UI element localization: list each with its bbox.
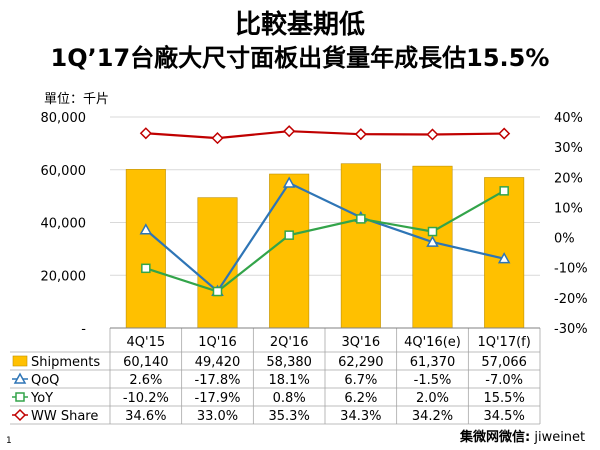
ww_share-point	[498, 127, 511, 140]
ww_share-point	[283, 125, 296, 138]
category-label: 1Q'16	[198, 335, 237, 350]
ww_share-point	[139, 127, 152, 140]
category-label: 2Q'16	[270, 335, 309, 350]
chart-title-line2: 1Q’17台廠大尺寸面板出貨量年成長估15.5%	[50, 44, 550, 72]
right-axis-tick-label: 20%	[554, 171, 583, 186]
data-label: -10.2%	[123, 391, 169, 406]
qoq-point	[497, 252, 511, 264]
ww_share-point	[354, 128, 367, 141]
legend-series-name: Shipments	[31, 355, 100, 370]
data-label: 6.2%	[344, 391, 377, 406]
category-label: 4Q'15	[127, 335, 166, 350]
data-label: 15.5%	[484, 391, 525, 406]
legend-series-name: WW Share	[31, 409, 98, 424]
data-label: 49,420	[195, 355, 241, 370]
data-label: 60,140	[123, 355, 169, 370]
shipments-bar	[197, 197, 238, 329]
data-label: -1.5%	[414, 373, 452, 388]
right-axis-tick-label: -10%	[554, 262, 588, 277]
ww_share-point	[211, 132, 224, 145]
category-label: 4Q'16(e)	[404, 335, 461, 350]
ww_share-line	[145, 130, 505, 140]
data-label: 2.0%	[416, 391, 449, 406]
data-label: 34.3%	[340, 409, 381, 424]
yoy-point	[356, 214, 366, 224]
data-label: 34.2%	[412, 409, 453, 424]
right-axis-tick-label: 30%	[554, 141, 583, 156]
page-number: 1	[6, 436, 12, 446]
left-axis-tick-label: 20,000	[41, 269, 87, 284]
right-axis-tick-label: 0%	[554, 232, 575, 247]
data-label: 57,066	[481, 355, 527, 370]
data-label: 62,290	[338, 355, 384, 370]
legend-key-marker	[15, 392, 25, 402]
data-label: 34.5%	[484, 409, 525, 424]
data-label: 18.1%	[269, 373, 310, 388]
data-label: 0.8%	[273, 391, 306, 406]
data-label: -17.9%	[195, 391, 241, 406]
yoy-line	[145, 189, 505, 293]
legend-key-marker	[13, 408, 27, 422]
footer-prefix: 集微网微信:	[460, 430, 531, 445]
legend-key-marker	[13, 372, 27, 384]
category-label: 3Q'16	[342, 335, 381, 350]
data-label: -7.0%	[485, 373, 523, 388]
shipments-bar	[412, 165, 453, 329]
qoq-point	[282, 176, 296, 188]
data-label: 33.0%	[197, 409, 238, 424]
right-axis-tick-label: 10%	[554, 201, 583, 216]
shipments-bar	[269, 173, 310, 329]
category-label: 1Q'17(f)	[477, 335, 530, 350]
yoy-point	[212, 286, 223, 297]
left-axis-tick-label: 60,000	[41, 164, 87, 179]
legend-series-name: YoY	[30, 391, 53, 406]
data-label: 58,380	[266, 355, 312, 370]
footer-handle: jiweinet	[534, 430, 586, 445]
right-axis-tick-label: -30%	[554, 322, 588, 337]
data-label: 61,370	[410, 355, 456, 370]
shipments-bar	[125, 169, 166, 329]
yoy-point	[499, 186, 509, 196]
right-axis-tick-label: 40%	[554, 111, 583, 126]
legend-series-name: QoQ	[31, 373, 59, 388]
shipments-bar	[340, 163, 381, 329]
right-axis-tick-label: -20%	[554, 292, 588, 307]
data-label: -17.8%	[195, 373, 241, 388]
qoq-point	[426, 235, 439, 247]
yoy-point	[141, 263, 151, 274]
footer-credit: 集微网微信: jiweinet	[460, 426, 585, 445]
left-axis-tick-label: 40,000	[41, 217, 87, 232]
qoq-point	[139, 223, 153, 235]
qoq-line	[145, 181, 505, 293]
data-label: 6.7%	[344, 373, 377, 388]
data-label: 2.6%	[129, 373, 162, 388]
chart-title-line1: 比較基期低	[234, 10, 365, 40]
left-axis-tick-label: 80,000	[41, 111, 87, 126]
yoy-point	[427, 226, 438, 237]
unit-label: 單位：千片	[44, 92, 110, 107]
data-label: 35.3%	[269, 409, 310, 424]
yoy-point	[284, 230, 294, 240]
ww_share-point	[426, 128, 439, 141]
data-label: 34.6%	[125, 409, 166, 424]
left-axis-tick-label: -	[81, 322, 86, 337]
legend-key-shipments	[12, 355, 28, 367]
